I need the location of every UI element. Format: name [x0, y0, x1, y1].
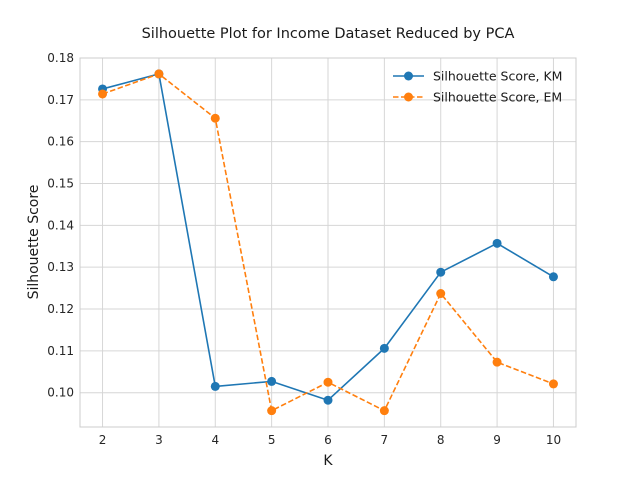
plot-frame: [79, 57, 577, 428]
tick-layer: 2 3 4 5 6 7 8 9 10 0.10 0.11 0.12 0.13 0.14 0.15 0.16 0.…: [47, 51, 561, 447]
chart-title: Silhouette Plot for Income Dataset Reduc…: [142, 26, 515, 42]
series-layer: [98, 69, 558, 416]
x-tick-label: 8: [437, 433, 445, 447]
y-tick-label: 0.14: [47, 218, 74, 232]
y-tick-label: 0.18: [47, 51, 74, 65]
y-tick-label: 0.15: [47, 177, 74, 191]
y-tick-label: 0.16: [47, 135, 74, 149]
data-point: [98, 89, 108, 99]
data-point: [492, 238, 502, 248]
y-axis-label: Silhouette Score: [26, 185, 42, 300]
x-tick-label: 4: [211, 433, 219, 447]
data-point: [379, 343, 389, 353]
x-tick-label: 3: [155, 433, 163, 447]
data-point: [210, 381, 220, 391]
data-point: [436, 267, 446, 277]
data-point: [436, 289, 446, 299]
x-tick-label: 9: [493, 433, 501, 447]
x-tick-label: 6: [324, 433, 332, 447]
x-tick-label: 10: [546, 433, 561, 447]
data-point: [267, 376, 277, 386]
data-point: [379, 406, 389, 416]
legend-marker-em: [404, 92, 413, 102]
data-point: [548, 272, 558, 282]
data-point: [323, 377, 333, 387]
x-tick-label: 7: [381, 433, 389, 447]
data-point: [323, 395, 333, 405]
legend-marker-km: [404, 71, 413, 81]
y-tick-label: 0.11: [47, 344, 74, 358]
y-tick-label: 0.10: [47, 386, 74, 400]
y-tick-label: 0.12: [47, 302, 74, 316]
data-point: [267, 406, 277, 416]
x-axis-label: K: [323, 453, 333, 469]
data-point: [492, 357, 502, 367]
x-tick-label: 2: [99, 433, 107, 447]
series-em: [98, 69, 558, 416]
y-tick-label: 0.13: [47, 260, 74, 274]
legend-label-em: Silhouette Score, EM: [433, 90, 562, 105]
legend-label-km: Silhouette Score, KM: [433, 69, 562, 84]
y-tick-label: 0.17: [47, 93, 74, 107]
data-point: [210, 113, 220, 123]
data-point: [154, 69, 164, 79]
data-point: [548, 379, 558, 389]
x-tick-label: 5: [268, 433, 276, 447]
legend: Silhouette Score, KM Silhouette Score, E…: [393, 69, 562, 105]
